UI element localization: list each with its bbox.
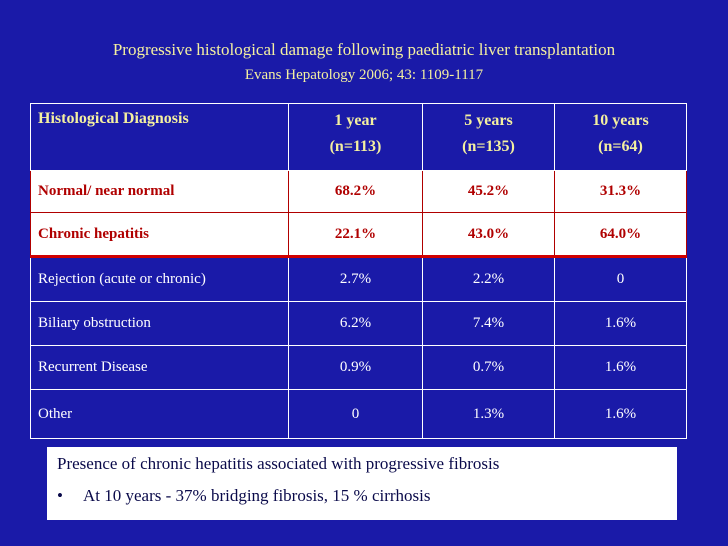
cell-5-years: 45.2% (422, 170, 555, 213)
cell-10-years: 31.3% (554, 170, 687, 213)
cell-1-year: 0.9% (288, 345, 423, 390)
header-diagnosis: Histological Diagnosis (30, 103, 289, 171)
cell-1-year: 22.1% (288, 212, 423, 258)
table-row: Biliary obstruction 6.2% 7.4% 1.6% (30, 301, 687, 346)
cell-10-years: 1.6% (554, 301, 687, 346)
cell-5-years: 0.7% (422, 345, 555, 390)
cell-1-year: 0 (288, 389, 423, 439)
cell-diagnosis: Rejection (acute or chronic) (30, 256, 289, 302)
table-row: Chronic hepatitis 22.1% 43.0% 64.0% (30, 212, 687, 258)
cell-1-year: 6.2% (288, 301, 423, 346)
cell-10-years: 0 (554, 256, 687, 302)
table-header-row: Histological Diagnosis 1 year (n=113) 5 y… (30, 103, 687, 171)
slide-citation: Evans Hepatology 2006; 43: 1109-1117 (244, 67, 484, 83)
cell-diagnosis: Recurrent Disease (30, 345, 289, 390)
note-line: Presence of chronic hepatitis associated… (57, 454, 500, 473)
header-1-year: 1 year (n=113) (288, 103, 423, 171)
table-row: Recurrent Disease 0.9% 0.7% 1.6% (30, 345, 687, 390)
cell-diagnosis: Chronic hepatitis (30, 212, 289, 258)
cell-10-years: 1.6% (554, 345, 687, 390)
table-row: Normal/ near normal 68.2% 45.2% 31.3% (30, 170, 687, 213)
cell-diagnosis: Biliary obstruction (30, 301, 289, 346)
table-row: Rejection (acute or chronic) 2.7% 2.2% 0 (30, 256, 687, 302)
cell-5-years: 43.0% (422, 212, 555, 258)
bullet-icon: • (57, 486, 63, 505)
cell-5-years: 1.3% (422, 389, 555, 439)
summary-note-box: Presence of chronic hepatitis associated… (47, 447, 677, 520)
header-5-years: 5 years (n=135) (422, 103, 555, 171)
table-row: Other 0 1.3% 1.6% (30, 389, 687, 439)
histology-table: Histological Diagnosis 1 year (n=113) 5 y… (30, 103, 687, 439)
slide-title: Progressive histological damage followin… (112, 40, 616, 59)
cell-1-year: 68.2% (288, 170, 423, 213)
cell-1-year: 2.7% (288, 256, 423, 302)
note-bullet-text: At 10 years - 37% bridging fibrosis, 15 … (83, 486, 431, 505)
cell-diagnosis: Normal/ near normal (30, 170, 289, 213)
cell-10-years: 64.0% (554, 212, 687, 258)
cell-10-years: 1.6% (554, 389, 687, 439)
cell-5-years: 2.2% (422, 256, 555, 302)
cell-diagnosis: Other (30, 389, 289, 439)
note-bullet-line: • At 10 years - 37% bridging fibrosis, 15… (57, 485, 667, 507)
cell-5-years: 7.4% (422, 301, 555, 346)
header-10-years: 10 years (n=64) (554, 103, 687, 171)
